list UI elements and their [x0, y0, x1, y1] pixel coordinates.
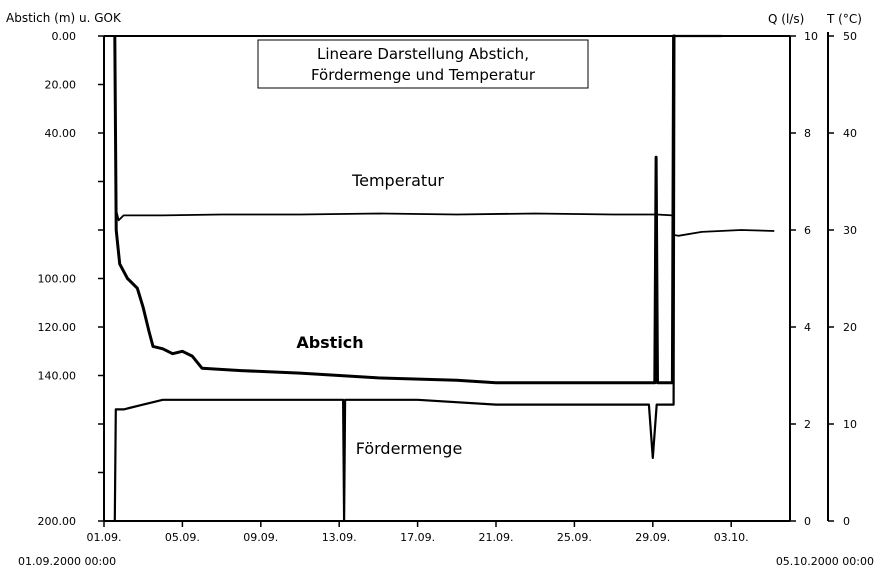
x-tick-label: 03.10.	[714, 531, 749, 544]
t-axis-label: T (°C)	[826, 12, 862, 26]
left-tick-label: 140.00	[38, 370, 77, 383]
left-axis: 0.00 20.00 40.00 100.00 120.00 140.00 200.00	[38, 30, 104, 528]
x-tick-label: 05.09.	[165, 531, 200, 544]
q-axis-label: Q (l/s)	[768, 12, 804, 26]
x-axis: 01.09. 05.09. 09.09. 13.09. 17.09. 21.09. 25.0…	[87, 521, 749, 544]
t-tick-label: 40	[843, 127, 857, 140]
left-axis-label: Abstich (m) u. GOK	[6, 11, 122, 25]
series-line-abstich	[113, 34, 676, 385]
left-tick-label: 20.00	[45, 79, 77, 92]
q-tick-label: 4	[804, 321, 811, 334]
x-tick-label: 29.09.	[635, 531, 670, 544]
title-box	[257, 39, 589, 89]
x-start-label: 01.09.2000 00:00	[18, 555, 116, 568]
q-tick-label: 8	[804, 127, 811, 140]
left-tick-label: 100.00	[38, 273, 77, 286]
series-label-temperatur: Temperatur	[351, 171, 444, 190]
series-line-foerdermenge	[113, 34, 722, 523]
x-tick-label: 09.09.	[243, 531, 278, 544]
series-label-foerdermenge: Fördermenge	[356, 439, 463, 458]
q-tick-label: 6	[804, 224, 811, 237]
x-tick-label: 17.09.	[400, 531, 435, 544]
x-tick-label: 21.09.	[479, 531, 514, 544]
x-tick-label: 25.09.	[557, 531, 592, 544]
q-tick-label: 0	[804, 515, 811, 528]
t-tick-label: 50	[843, 30, 857, 43]
left-tick-label: 0.00	[52, 30, 77, 43]
series-layer	[113, 34, 775, 523]
x-end-label: 05.10.2000 00:00	[776, 555, 874, 568]
left-tick-label: 40.00	[45, 127, 77, 140]
left-tick-label: 120.00	[38, 321, 77, 334]
plot-frame	[103, 32, 829, 522]
series-label-abstich: Abstich	[296, 333, 363, 352]
t-tick-label: 20	[843, 321, 857, 334]
chart-title-line-2: Fördermenge und Temperatur	[311, 66, 536, 84]
left-tick-label: 200.00	[38, 515, 77, 528]
x-tick-label: 13.09.	[322, 531, 357, 544]
t-tick-label: 30	[843, 224, 857, 237]
x-tick-label: 01.09.	[87, 531, 122, 544]
t-tick-label: 10	[843, 418, 857, 431]
q-axis: 10 8 6 4 2 0	[790, 30, 818, 528]
q-tick-label: 10	[804, 30, 818, 43]
series-line-temperatur	[113, 35, 775, 237]
t-axis: 50 40 30 20 10 0	[828, 30, 857, 528]
chart-title-line-1: Lineare Darstellung Abstich,	[317, 45, 529, 63]
t-tick-label: 0	[843, 515, 850, 528]
q-tick-label: 2	[804, 418, 811, 431]
